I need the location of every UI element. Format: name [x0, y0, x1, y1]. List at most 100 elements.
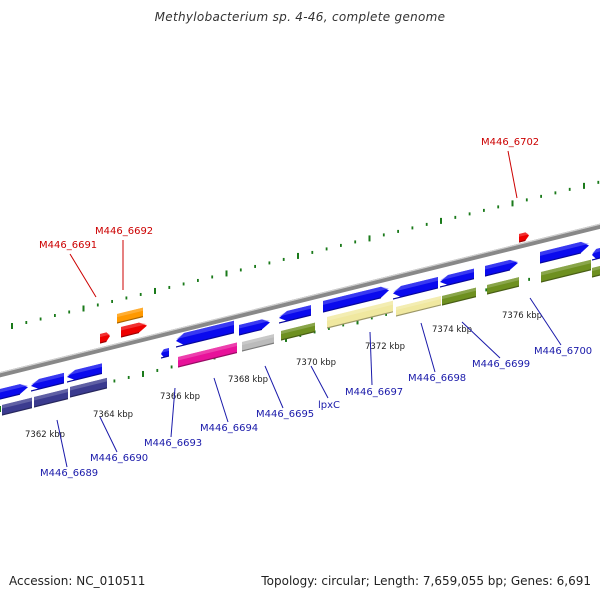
- scale-label: 7374 kbp: [432, 325, 472, 335]
- gene-leader-line: [529, 297, 562, 346]
- gene-label[interactable]: M446_6699: [472, 359, 530, 370]
- feature-shine: [70, 377, 107, 391]
- feature-shadow: [485, 269, 510, 277]
- feature-shine: [540, 241, 589, 256]
- feature-shadow: [327, 311, 393, 329]
- feature-shadow: [541, 269, 591, 283]
- rna-feature[interactable]: [121, 321, 147, 338]
- rna-feature[interactable]: [100, 332, 110, 344]
- gene-label[interactable]: M446_6694: [200, 423, 258, 434]
- feature-shine: [323, 286, 389, 305]
- feature-shine: [396, 295, 441, 311]
- gene-label[interactable]: M446_6695: [256, 409, 314, 420]
- feature-shine: [442, 287, 476, 300]
- feature-shine: [393, 276, 438, 292]
- feature-shine: [487, 277, 519, 289]
- feature-shine: [117, 307, 143, 318]
- box-feature[interactable]: [281, 322, 315, 341]
- gene-label[interactable]: M446_6700: [534, 346, 592, 357]
- feature-body[interactable]: [540, 240, 589, 263]
- cds-feature[interactable]: [540, 240, 589, 264]
- feature-shine: [242, 334, 274, 346]
- feature-shadow: [442, 296, 476, 306]
- gene-leader-line: [310, 365, 329, 399]
- box-feature[interactable]: [34, 388, 68, 408]
- feature-shine: [0, 384, 28, 394]
- scale-label: 7362 kbp: [25, 430, 65, 440]
- feature-shadow: [393, 287, 438, 300]
- gene-label[interactable]: M446_6697: [345, 387, 403, 398]
- gene-label[interactable]: M446_6691: [39, 240, 97, 251]
- gene-leader-line: [420, 322, 436, 373]
- cds-feature[interactable]: [485, 258, 518, 277]
- backbone-highlight: [0, 223, 600, 374]
- box-feature[interactable]: [242, 334, 274, 352]
- box-feature[interactable]: [487, 277, 519, 295]
- gene-leader-line: [56, 419, 68, 468]
- scale-label: 7368 kbp: [228, 375, 268, 385]
- box-feature[interactable]: [2, 397, 32, 416]
- cds-feature[interactable]: [239, 317, 270, 336]
- feature-shadow: [161, 355, 169, 359]
- box-feature[interactable]: [327, 300, 393, 329]
- feature-shadow: [440, 278, 474, 288]
- feature-shine: [31, 372, 64, 385]
- cds-feature[interactable]: [31, 372, 64, 392]
- backbone-line: [0, 223, 600, 378]
- feature-shine: [440, 268, 474, 281]
- feature-shadow: [242, 342, 274, 352]
- gene-leader-line: [369, 331, 373, 386]
- scale-label: 7370 kbp: [296, 358, 336, 368]
- feature-shadow: [70, 387, 107, 398]
- gene-label[interactable]: M446_6690: [90, 453, 148, 464]
- box-feature[interactable]: [70, 377, 107, 398]
- gene-leader-line: [507, 150, 518, 199]
- gene-label[interactable]: lpxC: [318, 400, 340, 411]
- cds-feature[interactable]: [279, 305, 311, 324]
- feature-shine: [178, 342, 237, 361]
- genome-title: Methylobacterium sp. 4-46, complete geno…: [154, 10, 446, 24]
- gene-label[interactable]: M446_6693: [144, 438, 202, 449]
- feature-shadow: [178, 351, 237, 368]
- feature-body[interactable]: [485, 258, 518, 276]
- topology-summary: Topology: circular; Length: 7,659,055 bp…: [261, 574, 591, 588]
- cds-feature[interactable]: [440, 268, 474, 288]
- cds-feature[interactable]: [176, 320, 234, 348]
- gene-label[interactable]: M446_6692: [95, 226, 153, 237]
- feature-shadow: [239, 328, 262, 336]
- gene-label[interactable]: M446_6698: [408, 373, 466, 384]
- box-feature[interactable]: [178, 342, 237, 368]
- feature-shine: [281, 322, 315, 335]
- cds-feature[interactable]: [323, 285, 389, 313]
- rna-feature[interactable]: [519, 232, 529, 243]
- feature-shadow: [2, 407, 32, 416]
- cds-feature[interactable]: [0, 382, 28, 401]
- box-feature[interactable]: [396, 295, 441, 317]
- cds-feature[interactable]: [393, 276, 438, 300]
- box-feature[interactable]: [541, 259, 591, 283]
- feature-shadow: [121, 331, 139, 338]
- gene-label[interactable]: M446_6702: [481, 137, 539, 148]
- feature-shine: [519, 232, 529, 237]
- gene-leader-line: [264, 365, 284, 409]
- gene-label[interactable]: M446_6689: [40, 468, 98, 479]
- feature-body[interactable]: [323, 285, 389, 312]
- cds-feature[interactable]: [592, 247, 600, 261]
- feature-body[interactable]: [592, 247, 600, 260]
- accession-text: Accession: NC_010511: [9, 574, 146, 588]
- feature-shadow: [31, 382, 64, 392]
- feature-shadow: [540, 252, 581, 264]
- cds-feature[interactable]: [67, 363, 102, 383]
- gene-leader-line: [99, 416, 118, 453]
- feature-shadow: [67, 372, 102, 383]
- box-feature[interactable]: [117, 307, 143, 324]
- cds-feature[interactable]: [161, 348, 169, 359]
- box-feature[interactable]: [442, 287, 476, 306]
- feature-shine: [592, 265, 600, 272]
- label-layer: 7362 kbp 7364 kbp 7366 kbp 7368 kbp 7370 kbp…: [25, 137, 592, 479]
- feature-shadow: [117, 316, 143, 324]
- feature-shine: [485, 259, 518, 270]
- box-feature[interactable]: [592, 265, 600, 278]
